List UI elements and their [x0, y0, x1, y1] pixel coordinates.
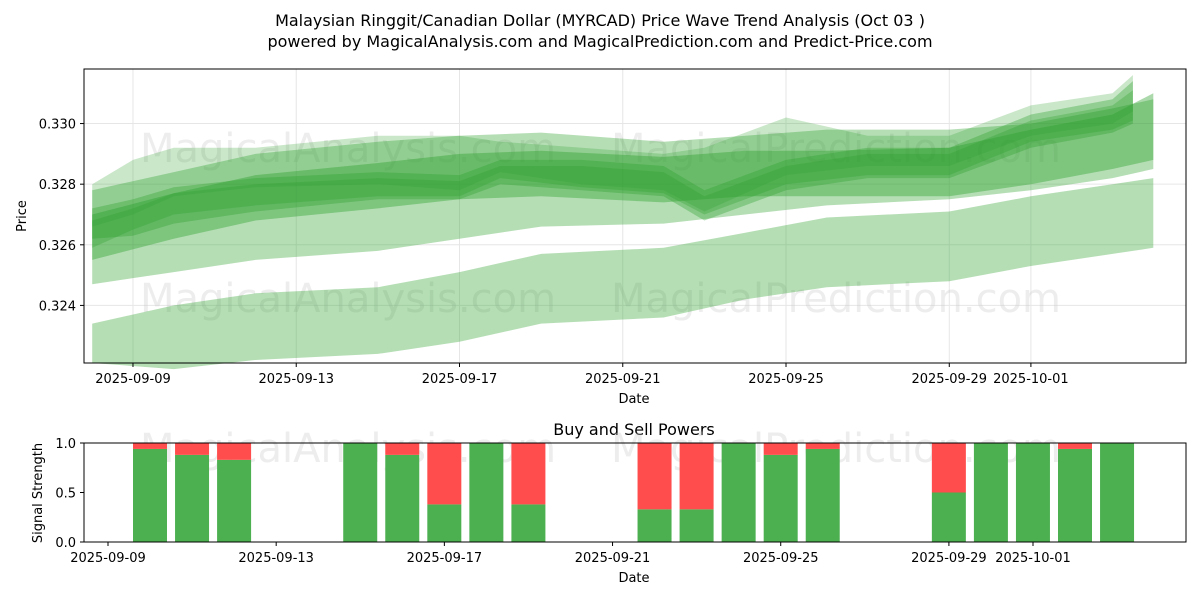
chart-title-line1: Malaysian Ringgit/Canadian Dollar (MYRCA… — [275, 11, 925, 30]
price-x-ticks: 2025-09-09 2025-09-13 2025-09-17 2025-09-21… — [95, 363, 1069, 387]
chart-title-line2: powered by MagicalAnalysis.com and Magic… — [267, 32, 932, 51]
signal-y-label: Signal Strength — [31, 443, 46, 543]
sell-bar — [1058, 443, 1092, 449]
x-tick-label: 2025-09-21 — [585, 372, 661, 387]
watermark: MagicalAnalysis.com — [140, 126, 556, 172]
buy-bar — [637, 509, 672, 542]
sell-bar — [133, 443, 167, 449]
price-wave-bands — [92, 75, 1154, 370]
sell-bar — [637, 443, 672, 510]
y-tick-label: 0.324 — [39, 299, 76, 314]
x-tick-label: 2025-09-25 — [748, 372, 824, 387]
watermark: MagicalPrediction.com — [611, 126, 1061, 172]
watermark: MagicalPrediction.com — [611, 276, 1061, 322]
buy-bar — [721, 443, 756, 542]
price-watermarks: MagicalAnalysis.com MagicalPrediction.co… — [140, 126, 1061, 322]
buy-bar — [385, 454, 420, 542]
buy-bar — [427, 504, 462, 542]
x-tick-label: 2025-09-17 — [407, 551, 483, 566]
x-tick-label: 2025-09-29 — [911, 372, 987, 387]
buy-bar — [1100, 443, 1135, 542]
y-tick-label: 0.328 — [39, 178, 76, 193]
x-tick-label: 2025-09-17 — [422, 372, 498, 387]
wave-band — [92, 178, 1154, 370]
price-grid — [84, 69, 1186, 363]
buy-bar — [217, 459, 252, 542]
buy-bar — [805, 448, 840, 542]
sell-bar — [217, 443, 252, 460]
wave-band — [92, 75, 1133, 227]
x-tick-label: 2025-10-01 — [995, 551, 1071, 566]
sell-bar — [175, 443, 210, 455]
signal-y-ticks: 0.0 0.5 1.0 — [55, 437, 84, 551]
buy-bar — [931, 492, 966, 542]
buy-bar — [133, 448, 167, 542]
buy-bar — [511, 504, 546, 542]
y-tick-label: 0.326 — [39, 239, 76, 254]
price-y-label: Price — [15, 200, 30, 232]
wave-band — [92, 99, 1154, 285]
buy-bar — [175, 454, 210, 542]
y-tick-label: 1.0 — [55, 437, 76, 452]
buy-bar — [973, 443, 1008, 542]
x-tick-label: 2025-09-25 — [743, 551, 819, 566]
sell-bar — [511, 443, 546, 505]
x-tick-label: 2025-09-21 — [575, 551, 651, 566]
wave-band — [92, 93, 1154, 260]
signal-x-ticks: 2025-09-09 2025-09-13 2025-09-17 2025-09-21… — [70, 542, 1071, 566]
sell-bar — [679, 443, 714, 510]
signal-bars — [133, 443, 1135, 542]
signal-x-label: Date — [618, 571, 649, 586]
sell-bar — [931, 443, 966, 493]
buy-bar — [1015, 443, 1050, 542]
signal-chart-title: Buy and Sell Powers — [553, 420, 715, 439]
sell-bar — [385, 443, 420, 455]
price-y-ticks: 0.324 0.326 0.328 0.330 — [39, 118, 84, 314]
x-tick-label: 2025-09-09 — [70, 551, 146, 566]
y-tick-label: 0.0 — [55, 536, 76, 551]
buy-bar — [1058, 448, 1092, 542]
wave-band — [92, 90, 1133, 248]
sell-bar — [427, 443, 462, 505]
x-tick-label: 2025-09-13 — [258, 372, 334, 387]
y-tick-label: 0.5 — [55, 487, 76, 502]
x-tick-label: 2025-09-13 — [238, 551, 314, 566]
watermark: MagicalAnalysis.com — [140, 276, 556, 322]
x-tick-label: 2025-09-09 — [95, 372, 171, 387]
sell-bar — [763, 443, 798, 455]
buy-bar — [679, 509, 714, 542]
y-tick-label: 0.330 — [39, 118, 76, 133]
x-tick-label: 2025-09-29 — [911, 551, 987, 566]
sell-bar — [805, 443, 840, 449]
wave-band — [92, 81, 1133, 239]
x-tick-label: 2025-10-01 — [993, 372, 1069, 387]
price-x-label: Date — [618, 392, 649, 407]
price-plot-frame — [83, 68, 1187, 364]
buy-bar — [763, 454, 798, 542]
buy-bar — [343, 443, 378, 542]
buy-bar — [469, 443, 504, 542]
